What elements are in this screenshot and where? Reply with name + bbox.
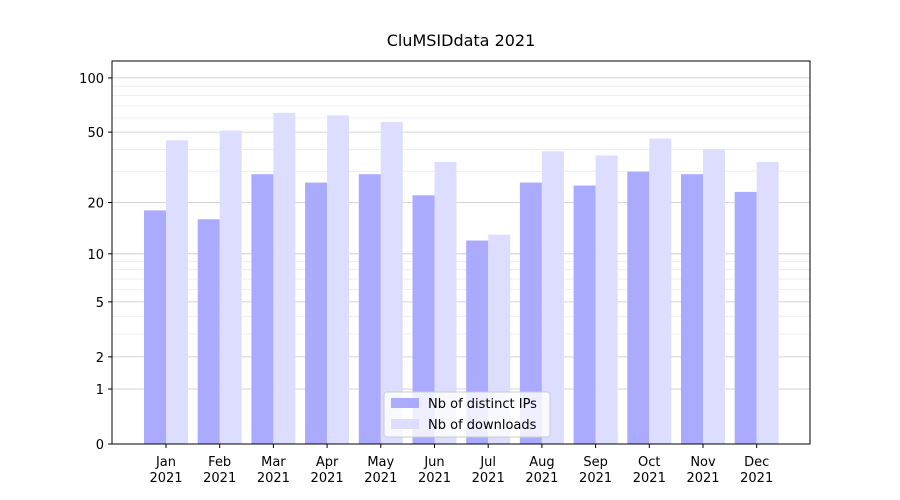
y-tick-label: 50 [87, 126, 104, 141]
legend-box [383, 391, 551, 438]
chart-title: CluMSIDdata 2021 [387, 31, 536, 50]
y-tick-label: 20 [87, 196, 104, 211]
bar [197, 219, 220, 444]
x-tick-label: Jul 2021 [472, 455, 505, 486]
bar [595, 155, 618, 444]
y-tick-label: 1 [96, 383, 104, 398]
bar [573, 185, 596, 444]
x-tick-label: Oct 2021 [633, 455, 666, 486]
x-tick-label: Sep 2021 [579, 455, 612, 486]
x-tick-label: Jan 2021 [149, 455, 182, 486]
bar [649, 138, 672, 445]
bar [273, 112, 296, 445]
x-tick-label: Jun 2021 [418, 455, 451, 486]
bar [144, 210, 166, 444]
y-tick-label: 5 [96, 296, 104, 311]
bar [734, 191, 757, 444]
x-tick-label: Nov 2021 [686, 455, 719, 486]
legend-label: Nb of downloads [428, 418, 537, 433]
plot-frame [111, 60, 811, 445]
y-tick-label: 100 [79, 72, 104, 87]
y-tick-label: 10 [87, 248, 104, 263]
bar [541, 151, 564, 444]
bar [166, 140, 188, 444]
bar [412, 195, 435, 444]
bar [380, 121, 403, 444]
x-tick-label: Aug 2021 [525, 455, 558, 486]
legend-swatch [391, 419, 419, 429]
bar [251, 174, 274, 445]
bar [756, 161, 779, 444]
y-tick-label: 0 [96, 438, 104, 453]
bar [519, 182, 542, 444]
bar [434, 161, 457, 444]
x-tick-label: Mar 2021 [257, 455, 290, 486]
bar [305, 182, 328, 444]
bar [219, 130, 242, 444]
legend-swatch [391, 398, 419, 408]
x-tick-label: Apr 2021 [311, 455, 344, 486]
bar [703, 149, 725, 444]
bar [627, 171, 650, 445]
x-tick-label: Dec 2021 [740, 455, 773, 486]
bar [327, 115, 350, 444]
x-tick-label: Feb 2021 [203, 455, 236, 486]
x-tick-label: May 2021 [364, 455, 397, 486]
legend-label: Nb of distinct IPs [428, 397, 537, 412]
y-tick-label: 2 [96, 351, 104, 366]
bar [358, 174, 381, 445]
bar [681, 174, 703, 445]
